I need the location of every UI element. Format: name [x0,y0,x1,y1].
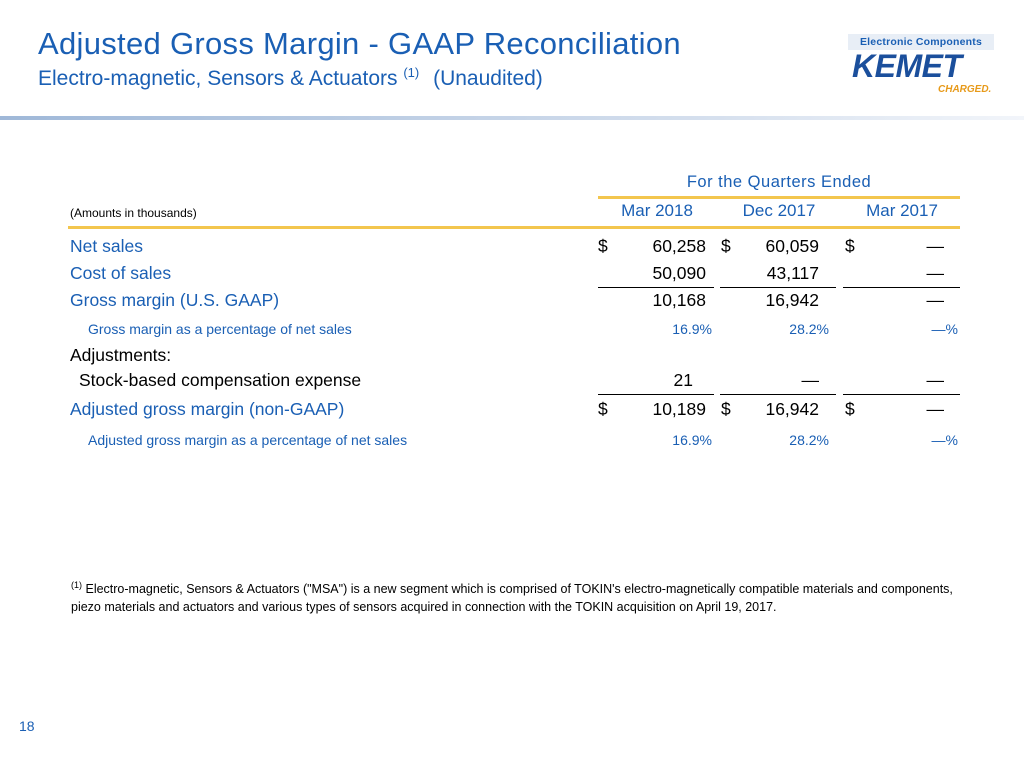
kemet-logo: Electronic Components KEMET CHARGED. [848,34,998,98]
page-title: Adjusted Gross Margin - GAAP Reconciliat… [38,26,681,61]
subtotal-rule [843,287,960,288]
adjusted-gross-margin-pct-mar-2017: —% [931,432,958,448]
gross-margin-pct-dec-2017: 28.2% [789,321,829,337]
row-label-cost-of-sales: Cost of sales [70,263,172,283]
column-header-mar-2017: Mar 2017 [866,201,938,220]
currency-symbol: $ [721,236,731,256]
stock-comp-mar-2018: 21 [673,370,693,390]
subtitle-footnote-ref: (1) [403,65,420,80]
gross-margin-pct-mar-2018: 16.9% [672,321,712,337]
logo-tagline: Electronic Components [848,34,994,50]
subtotal-rule [598,287,714,288]
gross-margin-mar-2018: 10,168 [652,290,706,310]
net-sales-mar-2018: 60,258 [652,236,706,256]
row-label-adjustments: Adjustments: [70,345,172,365]
logo-slogan: CHARGED. [938,84,992,95]
subtotal-rule [720,287,836,288]
period-header: For the Quarters Ended [686,173,872,191]
footnote: (1) Electro-magnetic, Sensors & Actuator… [71,576,961,616]
row-label-stock-comp: Stock-based compensation expense [79,370,362,390]
adjusted-gross-margin-pct-mar-2018: 16.9% [672,432,712,448]
page-number: 18 [19,718,35,734]
row-label-adjusted-gross-margin-pct: Adjusted gross margin as a percentage of… [88,432,408,448]
currency-symbol: $ [598,236,608,256]
net-sales-dec-2017: 60,059 [765,236,819,256]
gross-margin-dec-2017: 16,942 [765,290,819,310]
adjusted-gross-margin-mar-2018: 10,189 [652,399,706,419]
period-header-underline [598,196,960,199]
stock-comp-dec-2017: — [801,370,820,390]
subtitle-suffix: (Unaudited) [433,67,543,90]
subtotal-rule [843,394,960,395]
cost-of-sales-dec-2017: 43,117 [766,263,819,283]
stock-comp-mar-2017: — [926,370,945,390]
page-subtitle: Electro-magnetic, Sensors & Actuators (1… [38,65,543,91]
adjusted-gross-margin-pct-dec-2017: 28.2% [789,432,829,448]
column-header-underline [68,226,960,229]
currency-symbol: $ [721,399,731,419]
header-divider [0,116,1024,120]
adjusted-gross-margin-dec-2017: 16,942 [765,399,819,419]
logo-name: KEMET [852,48,962,84]
adjusted-gross-margin-mar-2017: — [926,399,945,419]
subtotal-rule [598,394,714,395]
subtitle-main: Electro-magnetic, Sensors & Actuators [38,67,398,90]
row-label-net-sales: Net sales [70,236,143,256]
row-label-adjusted-gross-margin: Adjusted gross margin (non-GAAP) [70,399,345,419]
currency-symbol: $ [845,236,855,256]
amounts-note: (Amounts in thousands) [70,206,197,220]
subtotal-rule [720,394,836,395]
net-sales-mar-2017: — [926,236,945,256]
cost-of-sales-mar-2017: — [926,263,945,283]
gross-margin-mar-2017: — [926,290,945,310]
row-label-gross-margin-pct: Gross margin as a percentage of net sale… [88,321,352,337]
currency-symbol: $ [598,399,608,419]
row-label-gross-margin: Gross margin (U.S. GAAP) [70,290,280,310]
column-header-dec-2017: Dec 2017 [742,201,816,220]
gross-margin-pct-mar-2017: —% [931,321,958,337]
column-header-mar-2018: Mar 2018 [621,201,693,220]
footnote-marker: (1) [71,580,82,590]
cost-of-sales-mar-2018: 50,090 [652,263,706,283]
footnote-text: Electro-magnetic, Sensors & Actuators ("… [71,582,953,615]
currency-symbol: $ [845,399,855,419]
